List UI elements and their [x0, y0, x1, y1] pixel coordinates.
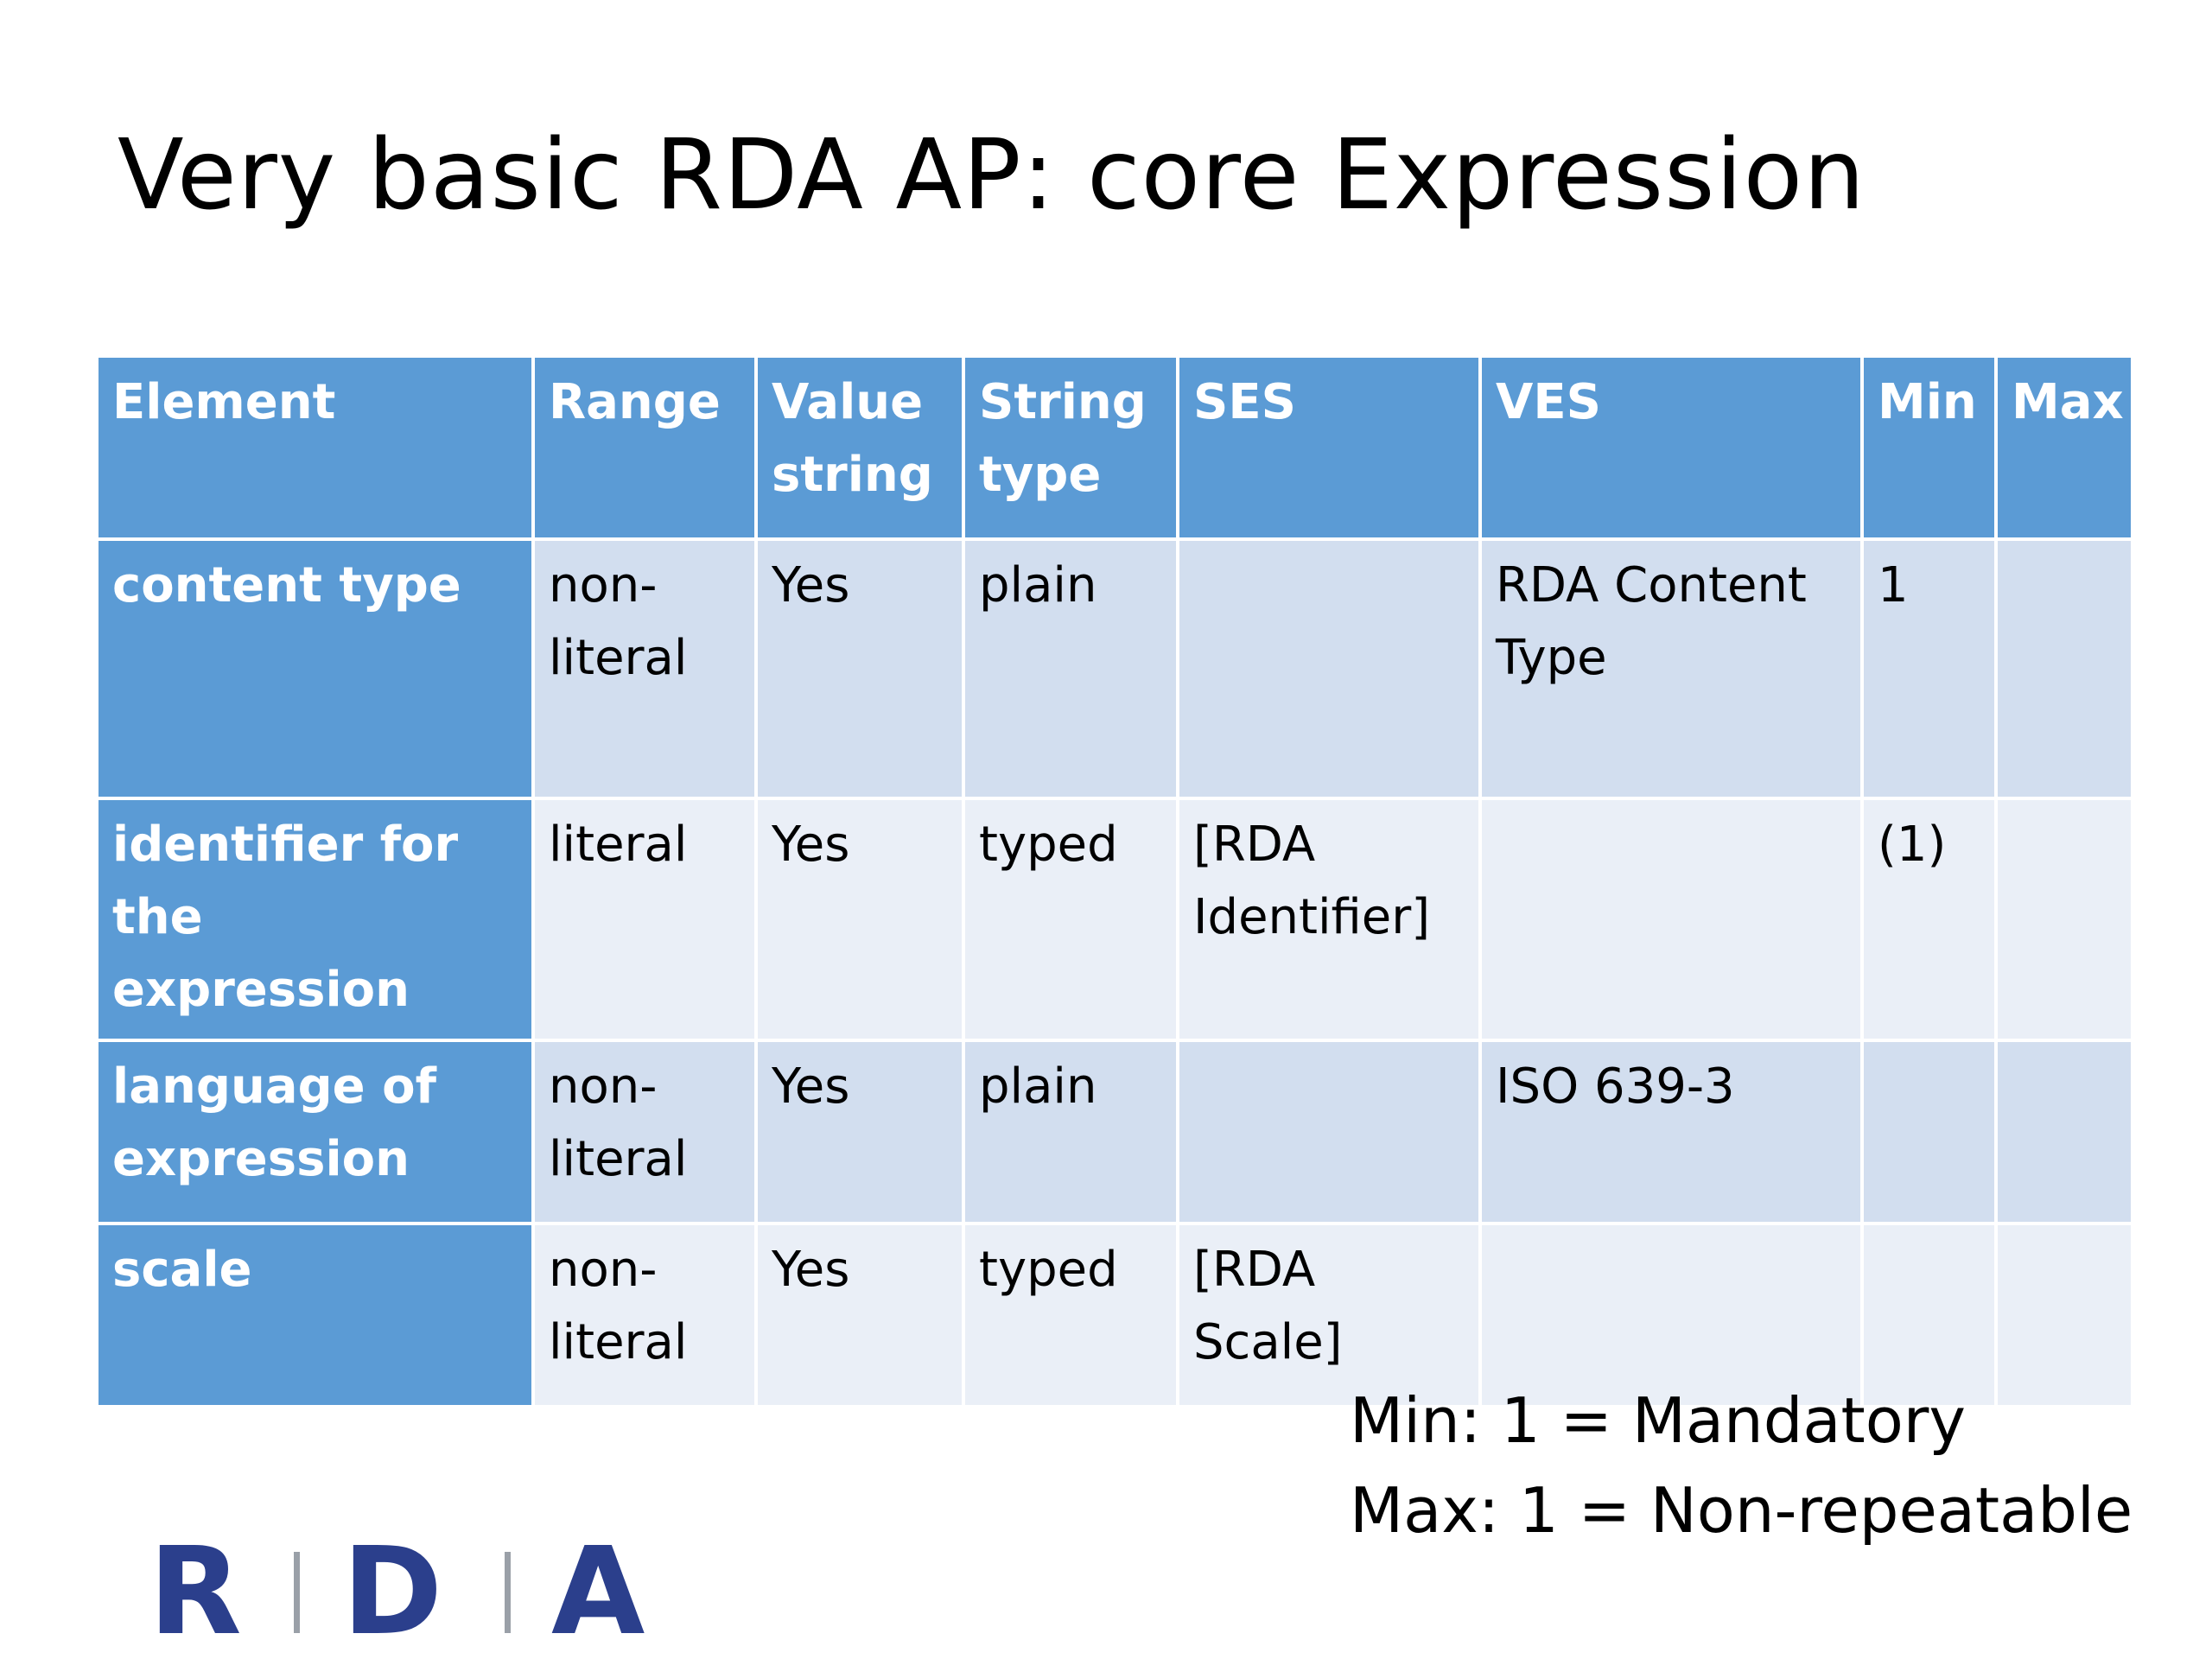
row-element: language of expression [95, 1039, 535, 1225]
row-max [1994, 797, 2134, 1042]
header-element: Element [95, 354, 535, 541]
header-ses: SES [1176, 354, 1482, 541]
row-max [1994, 1222, 2134, 1408]
row-min: 1 [1860, 537, 1998, 800]
row-ves [1478, 797, 1864, 1042]
row-string-type: typed [962, 1222, 1179, 1408]
slide-title: Very basic RDA AP: core Expression [118, 119, 1866, 232]
header-min: Min [1860, 354, 1998, 541]
row-min [1860, 1039, 1998, 1225]
row-min [1860, 1222, 1998, 1408]
row-ves: RDA Content Type [1478, 537, 1864, 800]
row-range: non-literal [531, 537, 758, 800]
row-value-string: Yes [754, 1039, 965, 1225]
header-string-type: String type [962, 354, 1179, 541]
row-value-string: Yes [754, 1222, 965, 1408]
rda-logo-divider [505, 1552, 511, 1633]
row-max [1994, 1039, 2134, 1225]
row-element: content type [95, 537, 535, 800]
row-ves: ISO 639-3 [1478, 1039, 1864, 1225]
cardinality-legend: Min: 1 = Mandatory Max: 1 = Non-repeatab… [1350, 1376, 2133, 1555]
table-row: scale non-literal Yes typed [RDA Scale] [95, 1222, 2134, 1408]
legend-max-note: Max: 1 = Non-repeatable [1350, 1474, 2133, 1547]
row-ves [1478, 1222, 1864, 1408]
rda-logo-letter-a: A [551, 1535, 645, 1638]
row-min: (1) [1860, 797, 1998, 1042]
row-string-type: typed [962, 797, 1179, 1042]
application-profile-table: Element Range Value string String type SES… [95, 354, 2134, 1408]
table-row: content type non-literal Yes plain RDA C… [95, 537, 2134, 800]
header-range: Range [531, 354, 758, 541]
legend-min-note: Min: 1 = Mandatory [1350, 1384, 1967, 1457]
row-string-type: plain [962, 537, 1179, 800]
row-ses [1176, 1039, 1482, 1225]
row-value-string: Yes [754, 797, 965, 1042]
row-range: literal [531, 797, 758, 1042]
row-string-type: plain [962, 1039, 1179, 1225]
row-ses: [RDA Scale] [1176, 1222, 1482, 1408]
row-range: non-literal [531, 1039, 758, 1225]
row-value-string: Yes [754, 537, 965, 800]
rda-logo-letter-d: D [342, 1535, 442, 1638]
row-range: non-literal [531, 1222, 758, 1408]
header-ves: VES [1478, 354, 1864, 541]
row-max [1994, 537, 2134, 800]
rda-logo: R D A [149, 1535, 645, 1638]
row-ses [1176, 537, 1482, 800]
rda-logo-letter-r: R [149, 1535, 242, 1638]
row-element: scale [95, 1222, 535, 1408]
table-row: language of expression non-literal Yes pl… [95, 1039, 2134, 1225]
row-ses: [RDA Identifier] [1176, 797, 1482, 1042]
header-max: Max [1994, 354, 2134, 541]
header-row: Element Range Value string String type SES… [95, 354, 2134, 541]
rda-logo-divider [294, 1552, 300, 1633]
table-row: identifier for the expression literal Yes… [95, 797, 2134, 1042]
row-element: identifier for the expression [95, 797, 535, 1042]
header-value-string: Value string [754, 354, 965, 541]
